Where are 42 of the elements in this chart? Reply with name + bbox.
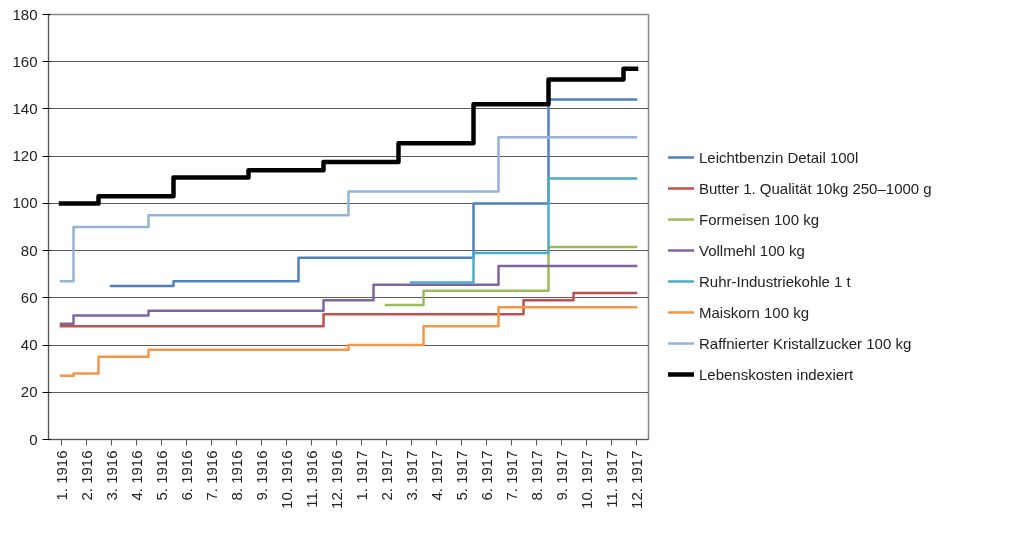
x-tick-label: 6. 1917 <box>477 450 495 501</box>
x-tick-label: 9. 1917 <box>552 450 570 501</box>
legend-label: Formeisen 100 kg <box>699 210 820 228</box>
legend-label: Maiskorn 100 kg <box>699 303 810 321</box>
legend-label: Raffnierter Kristallzucker 100 kg <box>699 334 912 352</box>
y-tick-label: 140 <box>12 99 38 117</box>
x-tick-label: 2. 1916 <box>77 450 95 501</box>
y-tick-label: 80 <box>20 241 38 259</box>
x-tick-label: 3. 1917 <box>402 450 420 501</box>
x-tick-label: 4. 1916 <box>127 450 145 501</box>
x-tick-label: 1. 1916 <box>52 450 70 501</box>
x-tick-label: 2. 1917 <box>377 450 395 501</box>
x-tick-label: 3. 1916 <box>102 450 120 501</box>
legend-label: Ruhr-Industriekohle 1 t <box>699 272 851 290</box>
x-tick-label: 12. 1916 <box>327 450 345 509</box>
y-tick-label: 20 <box>20 383 38 401</box>
y-tick-label: 120 <box>12 147 38 165</box>
y-tick-label: 160 <box>12 52 38 70</box>
x-tick-label: 9. 1916 <box>252 450 270 501</box>
legend-label: Leichtbenzin Detail 100l <box>699 148 859 166</box>
x-tick-label: 11. 1917 <box>602 450 620 508</box>
y-tick-label: 60 <box>20 288 38 306</box>
y-tick-label: 40 <box>20 336 38 354</box>
x-tick-label: 4. 1917 <box>427 450 445 501</box>
x-tick-label: 12. 1917 <box>627 450 645 509</box>
x-tick-label: 8. 1916 <box>227 450 245 501</box>
y-tick-label: 0 <box>29 430 38 448</box>
x-tick-label: 7. 1916 <box>202 450 220 501</box>
x-tick-label: 5. 1916 <box>152 450 170 501</box>
x-tick-label: 11. 1916 <box>302 450 320 508</box>
legend-label: Butter 1. Qualität 10kg 250–1000 g <box>699 179 932 197</box>
x-tick-label: 5. 1917 <box>452 450 470 501</box>
legend-label: Vollmehl 100 kg <box>699 241 805 259</box>
legend-label: Lebenskosten indexiert <box>699 365 854 383</box>
x-tick-label: 1. 1917 <box>352 450 370 501</box>
x-tick-label: 6. 1916 <box>177 450 195 501</box>
x-tick-label: 10. 1917 <box>577 450 595 509</box>
y-tick-label: 180 <box>12 5 38 23</box>
x-tick-label: 10. 1916 <box>277 450 295 509</box>
x-tick-label: 8. 1917 <box>527 450 545 501</box>
y-tick-label: 100 <box>12 194 38 212</box>
x-tick-label: 7. 1917 <box>502 450 520 501</box>
